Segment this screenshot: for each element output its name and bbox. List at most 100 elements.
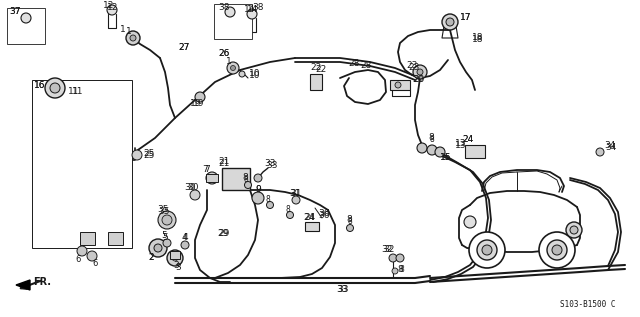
Text: 7: 7 [204,165,210,174]
Text: 24: 24 [462,134,473,144]
Circle shape [21,13,31,23]
Text: 12: 12 [103,2,115,10]
Text: 37: 37 [9,8,20,16]
Circle shape [266,202,273,209]
Text: 25: 25 [143,151,154,159]
Bar [170,251,180,259]
Circle shape [254,174,262,182]
Bar [310,74,322,90]
Text: 29: 29 [218,229,229,237]
Text: 14: 14 [244,5,255,15]
Text: 10: 10 [249,69,260,79]
Circle shape [163,239,171,247]
Circle shape [126,31,140,45]
Text: 33: 33 [264,158,275,167]
Text: 24: 24 [462,135,473,145]
Text: 27: 27 [178,42,189,51]
Text: 2: 2 [148,254,154,262]
Text: 1: 1 [120,25,125,35]
Bar [32,80,132,248]
Circle shape [570,226,578,234]
Text: 26: 26 [218,49,229,59]
Text: S103-B1500 C: S103-B1500 C [560,300,616,309]
Text: 8: 8 [430,135,435,145]
Circle shape [566,222,582,238]
Circle shape [158,211,176,229]
Circle shape [45,78,65,98]
Circle shape [287,211,294,218]
Circle shape [482,245,492,255]
Circle shape [392,268,398,274]
Circle shape [87,251,97,261]
Circle shape [181,241,189,249]
Text: 6: 6 [92,260,97,268]
Circle shape [442,14,458,30]
Circle shape [539,232,575,268]
Circle shape [547,240,567,260]
Circle shape [413,65,427,79]
Text: 8: 8 [397,266,403,275]
Text: 18: 18 [472,36,483,44]
Text: 11: 11 [68,87,79,96]
Circle shape [292,196,300,204]
Text: 12: 12 [107,3,118,11]
Text: 30: 30 [184,184,195,192]
Circle shape [225,7,235,17]
Text: 36: 36 [318,210,330,218]
Text: 22: 22 [315,66,326,74]
Text: 21: 21 [218,158,229,166]
Bar [465,145,485,158]
Circle shape [395,82,401,88]
Circle shape [417,69,423,75]
Circle shape [464,216,476,228]
Polygon shape [16,280,30,290]
Text: 8: 8 [428,133,434,143]
Bar [222,168,250,190]
Text: 37: 37 [9,8,20,16]
Circle shape [154,244,162,252]
Text: 34: 34 [604,141,616,151]
Circle shape [162,215,172,225]
Text: 1: 1 [126,28,132,36]
Text: 9: 9 [255,185,260,195]
Text: 4: 4 [182,234,188,243]
Circle shape [195,92,205,102]
Text: 22: 22 [310,63,321,73]
Text: 23: 23 [408,62,419,72]
Text: 20: 20 [413,75,424,85]
Circle shape [477,240,497,260]
Circle shape [130,35,136,41]
Circle shape [596,148,604,156]
Text: 5: 5 [161,231,167,241]
Circle shape [172,255,178,261]
Text: 20: 20 [412,75,424,85]
Circle shape [149,239,167,257]
Text: 33: 33 [336,286,348,294]
Text: 8: 8 [347,217,352,227]
Text: 21: 21 [218,158,229,167]
Text: 18: 18 [472,34,483,42]
Bar [108,232,123,245]
Text: 35: 35 [157,205,168,215]
Bar [214,4,252,39]
Circle shape [552,245,562,255]
Text: 24: 24 [303,212,314,222]
Text: 26: 26 [218,49,229,59]
Text: 32: 32 [383,245,394,255]
Text: 11: 11 [72,87,83,96]
Circle shape [417,143,427,153]
Text: 25: 25 [143,148,154,158]
Text: 5: 5 [162,232,168,242]
Circle shape [77,246,87,256]
Text: 29: 29 [217,229,228,237]
Text: 19: 19 [190,99,202,107]
Text: 15: 15 [440,152,451,161]
Text: 36: 36 [318,210,330,219]
Text: 8: 8 [265,195,269,204]
Text: 23: 23 [406,61,417,70]
Circle shape [244,182,252,189]
Circle shape [427,145,437,155]
Circle shape [435,147,445,157]
Circle shape [252,192,264,204]
Circle shape [50,83,60,93]
